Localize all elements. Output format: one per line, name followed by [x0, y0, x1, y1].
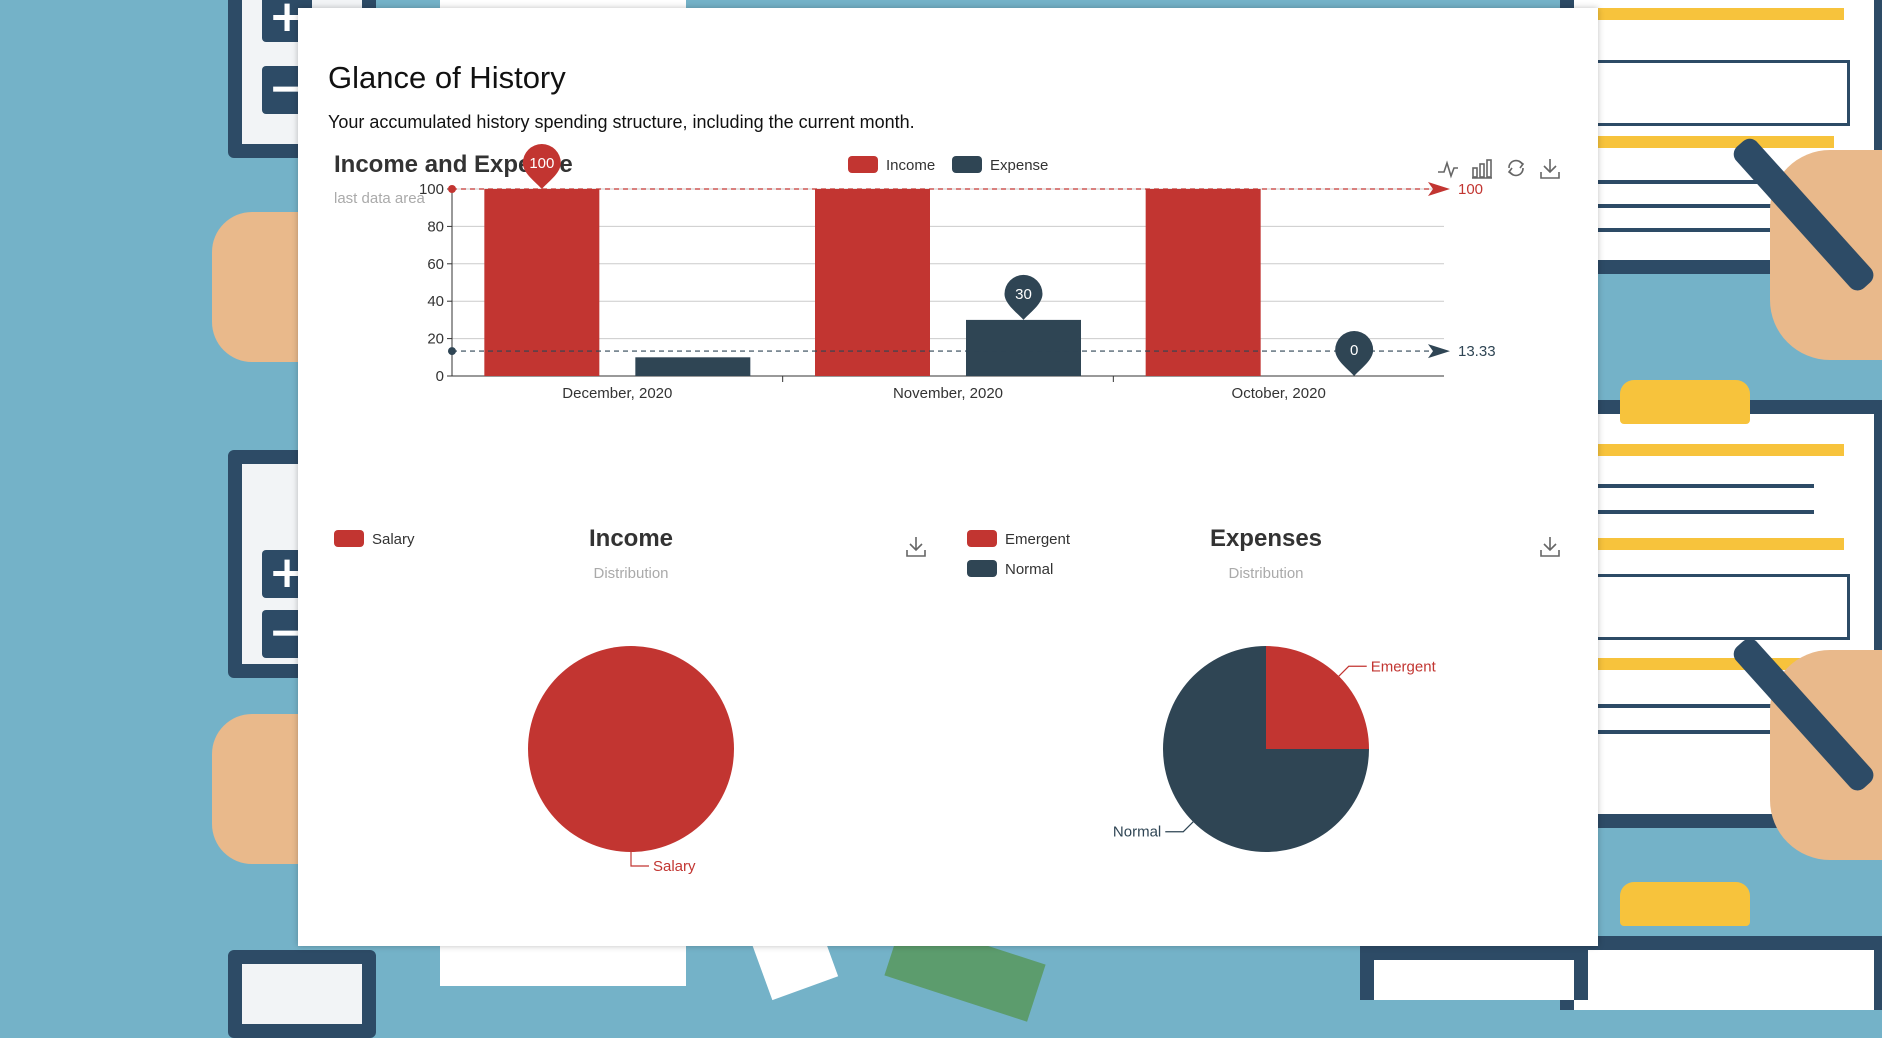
legend-label-salary: Salary [372, 531, 415, 548]
bar-income [484, 189, 600, 376]
markline-label-income: 100 [1458, 181, 1483, 198]
download-icon[interactable] [1538, 534, 1562, 558]
markline-arrow-income [1428, 182, 1450, 196]
legend-label-income: Income [886, 157, 935, 174]
download-icon[interactable] [1538, 156, 1562, 180]
legend-label-expense: Expense [990, 157, 1048, 174]
y-tick-label: 0 [436, 368, 444, 385]
pie-label-line-normal [1165, 821, 1194, 833]
markpoint-label: 100 [529, 155, 554, 172]
pie-label-line-salary [630, 852, 649, 867]
download-icon[interactable] [904, 534, 928, 558]
y-tick-label: 60 [427, 256, 444, 273]
markpoint-label: 0 [1350, 342, 1358, 359]
calculator-illustration [228, 950, 376, 1038]
bar-expense [635, 357, 751, 376]
legend-item-normal[interactable]: Normal [967, 560, 1053, 578]
income-pie-title: Income [589, 525, 673, 552]
expense-pie-section: Emergent Normal Expenses Distribution Em… [933, 498, 1598, 918]
legend-swatch-emergent [967, 530, 997, 547]
line-chart-icon[interactable] [1436, 156, 1460, 180]
paper-illustration [1360, 946, 1588, 1000]
clipboard-clip-illustration [1620, 882, 1750, 926]
y-tick-label: 20 [427, 331, 444, 348]
y-tick-label: 80 [427, 218, 444, 235]
expense-pie-title: Expenses [1210, 525, 1322, 552]
x-tick-label: October, 2020 [1232, 385, 1326, 402]
pie-slice-salary [528, 646, 734, 852]
expense-pie-plot: Emergent Normal [1113, 646, 1437, 852]
bar-chart-subtitle: last data area [334, 190, 426, 207]
history-card: Glance of History Your accumulated histo… [298, 8, 1598, 946]
paper-illustration [440, 0, 686, 10]
page-subtitle: Your accumulated history spending struct… [328, 112, 915, 132]
bar-income [1145, 189, 1261, 376]
page-title: Glance of History [328, 60, 566, 95]
markline-arrow-expense [1428, 344, 1450, 359]
clipboard-clip-illustration [1620, 380, 1750, 424]
restore-icon[interactable] [1504, 156, 1528, 180]
income-expense-bar-chart: Income and Expense last data area Income… [334, 143, 1562, 402]
markline-label-expense: 13.33 [1458, 343, 1496, 360]
y-tick-label: 40 [427, 293, 444, 310]
legend-swatch-income [848, 156, 878, 173]
markpoint-label: 30 [1015, 286, 1032, 303]
pie-label-normal: Normal [1113, 824, 1161, 841]
y-tick-label: 100 [419, 181, 444, 198]
markpoint-expense [1335, 331, 1374, 376]
legend-label-normal: Normal [1005, 561, 1053, 578]
bar-plot-area: 0 20 40 60 80 100 December, 2020 November, 2020… [419, 143, 1496, 402]
x-tick-label: December, 2020 [562, 385, 672, 402]
legend-label-emergent: Emergent [1005, 531, 1071, 548]
bar-expense [966, 319, 1081, 376]
hand-illustration [212, 212, 312, 362]
bar-chart-icon[interactable] [1470, 156, 1494, 180]
markpoint-income [522, 143, 561, 189]
legend-swatch-expense [952, 156, 982, 173]
paper-illustration [1560, 936, 1882, 1010]
income-pie-plot: Salary [528, 646, 734, 875]
income-pie-subtitle: Distribution [593, 565, 668, 582]
legend-item-expense[interactable]: Expense [952, 156, 1048, 174]
expense-pie-chart: Emergent Normal Expenses Distribution Em… [967, 525, 1562, 852]
pie-slice-normal [1163, 646, 1369, 852]
pie-label-line-emergent [1338, 665, 1367, 677]
bar-income [815, 189, 930, 376]
income-pie-section: Salary Income Distribution Salary [298, 498, 948, 918]
pie-label-emergent: Emergent [1371, 658, 1437, 675]
x-tick-label: November, 2020 [893, 385, 1003, 402]
pie-slice-emergent [1266, 646, 1369, 749]
legend-swatch-salary [334, 530, 364, 547]
expense-pie-subtitle: Distribution [1228, 565, 1303, 582]
legend-item-salary[interactable]: Salary [334, 530, 415, 548]
hand-illustration [212, 714, 312, 864]
legend-item-emergent[interactable]: Emergent [967, 530, 1071, 548]
legend-swatch-normal [967, 560, 997, 577]
income-pie-chart: Salary Income Distribution Salary [334, 525, 928, 875]
pie-label-salary: Salary [653, 858, 696, 875]
legend-item-income[interactable]: Income [848, 156, 935, 174]
markpoint-expense [1004, 274, 1043, 320]
paper-illustration [440, 946, 686, 986]
